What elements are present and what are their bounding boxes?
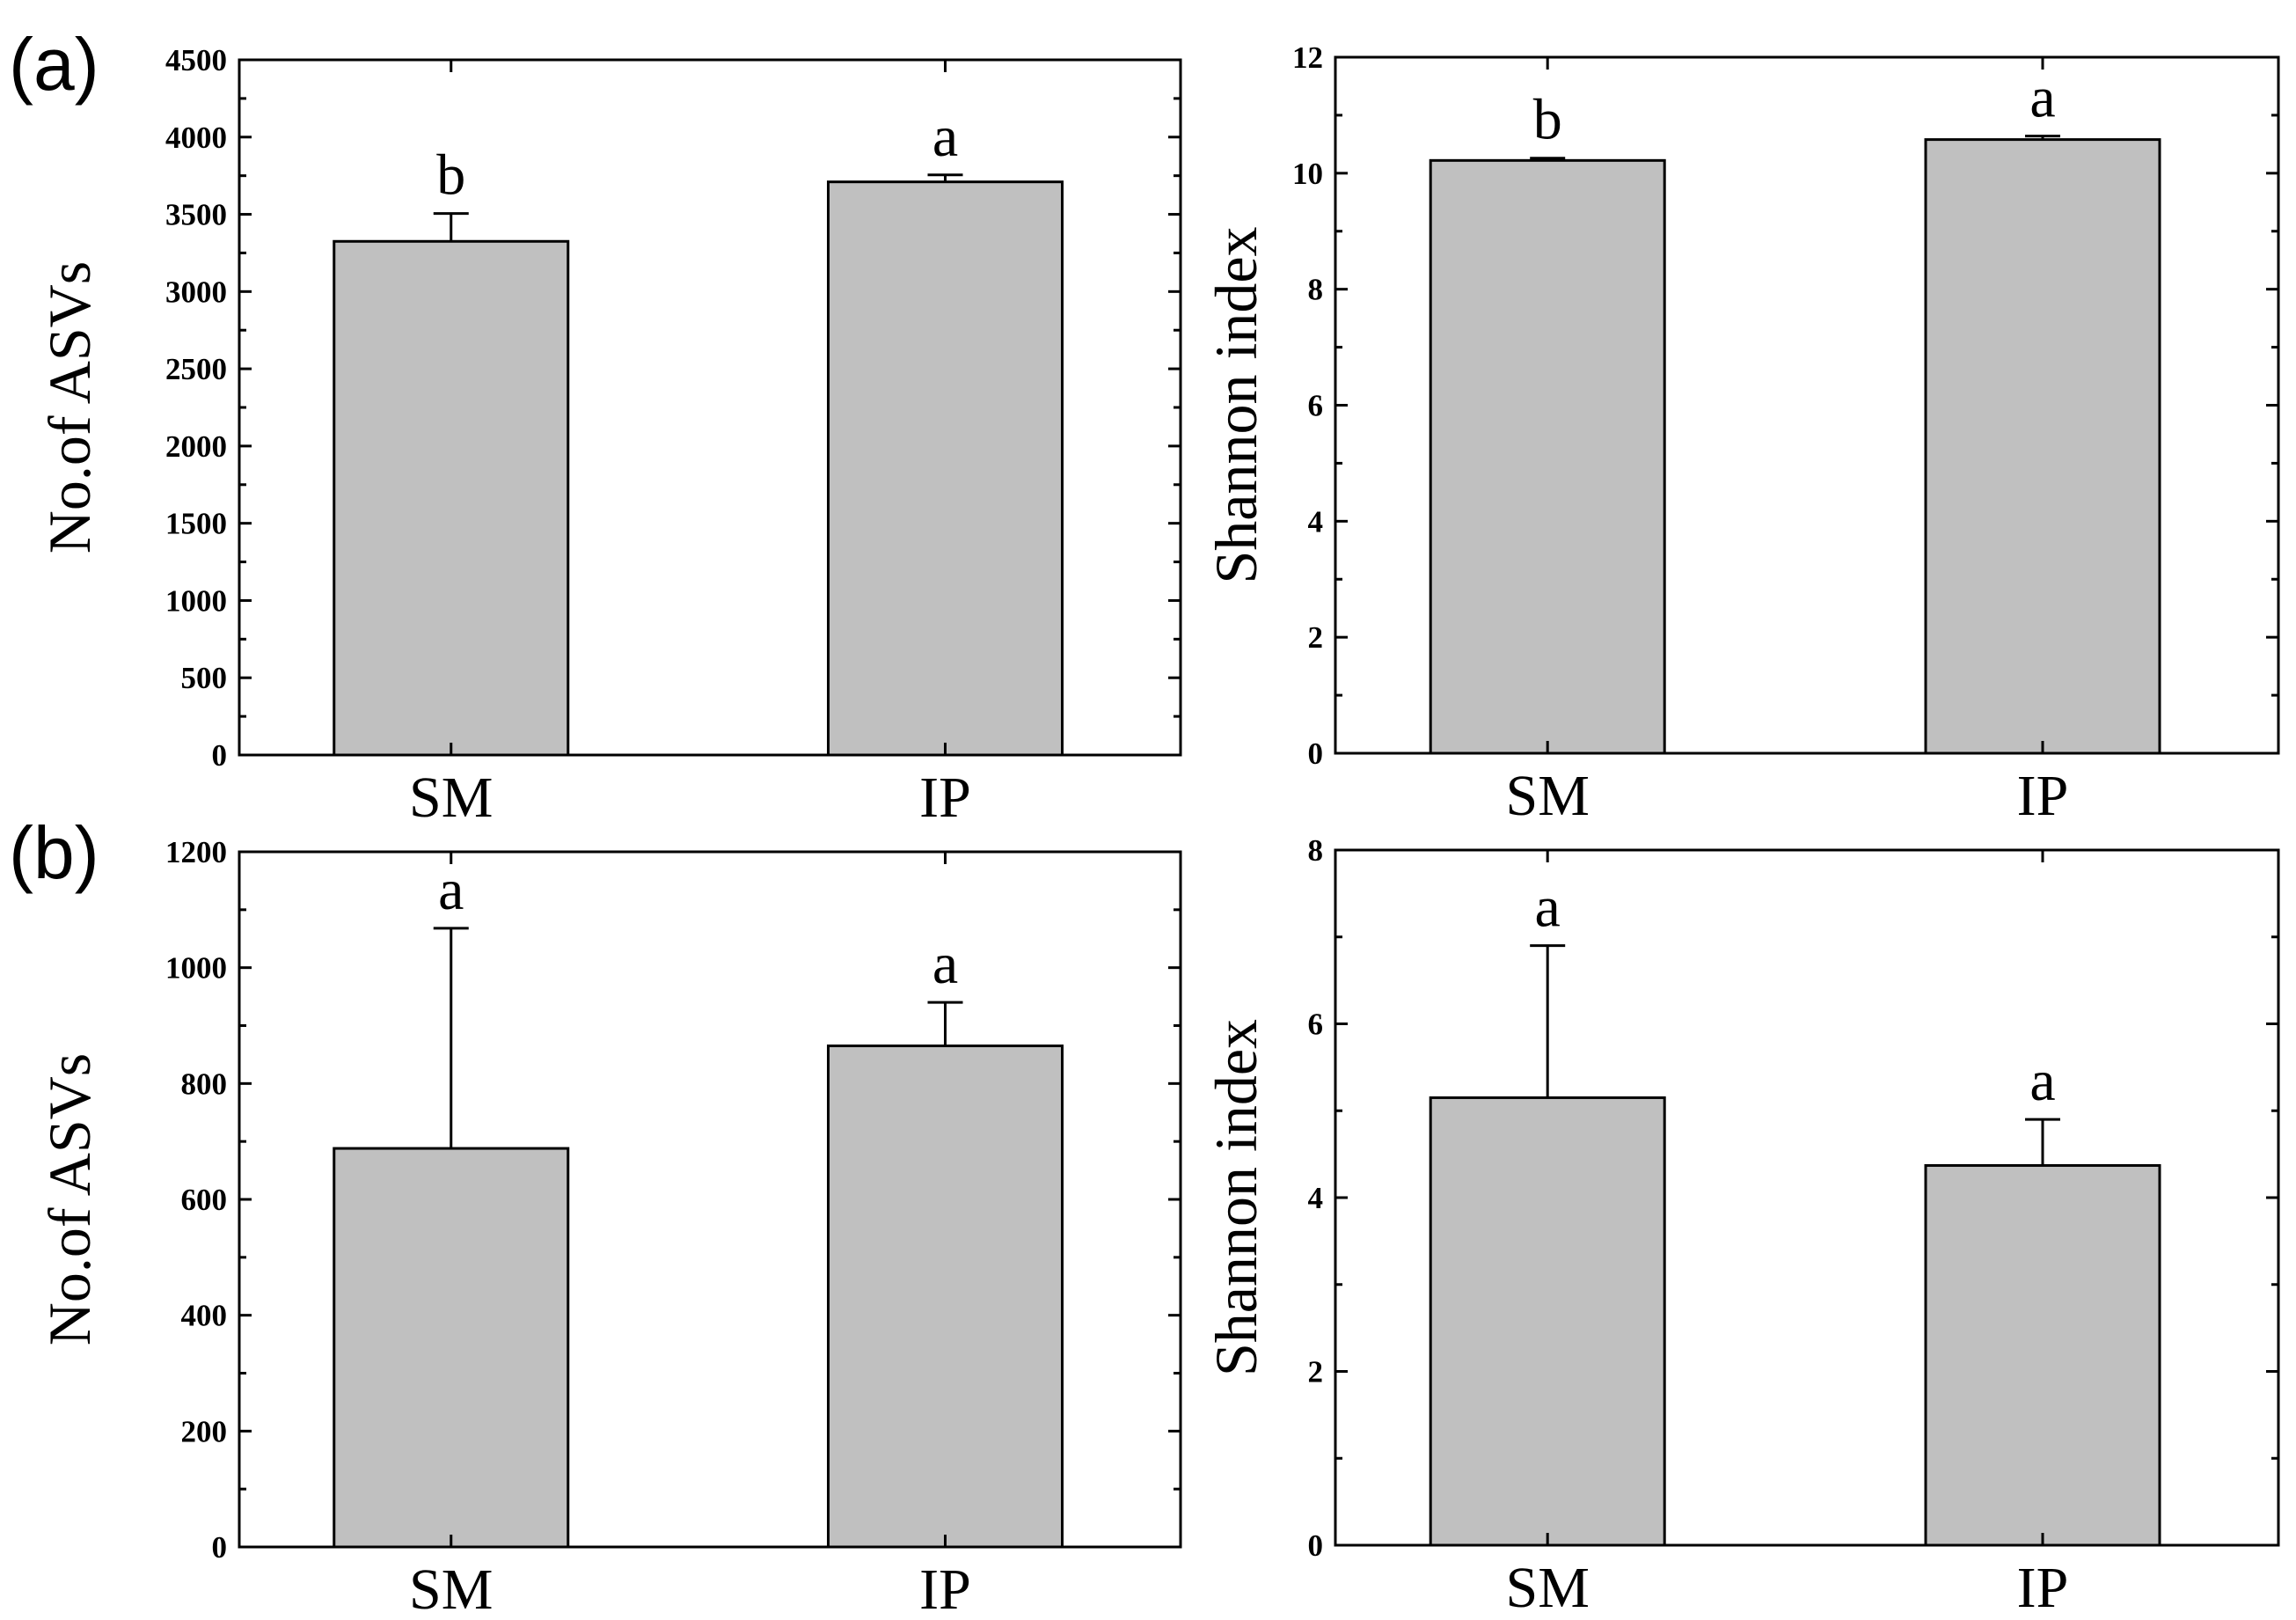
x-tick-label-sm: SM xyxy=(1506,764,1590,828)
y-tick-label: 0 xyxy=(1308,1528,1324,1563)
y-tick-label: 4 xyxy=(1308,1181,1324,1215)
y-tick-label: 500 xyxy=(181,661,228,695)
y-tick-label: 6 xyxy=(1308,1008,1324,1042)
x-tick-label-ip: IP xyxy=(2017,1556,2069,1620)
y-axis-title: No.of ASVs xyxy=(36,1053,103,1346)
significance-label-ip: a xyxy=(932,932,958,996)
bar-ip xyxy=(827,1045,1064,1549)
y-tick-label: 2000 xyxy=(165,429,227,464)
panel-label-a: (a) xyxy=(9,23,99,106)
y-tick-label: 4000 xyxy=(165,121,227,155)
x-tick-label-sm: SM xyxy=(409,1558,493,1620)
y-tick-label: 12 xyxy=(1292,40,1323,75)
y-tick-label: 4500 xyxy=(165,43,227,77)
significance-label-sm: b xyxy=(1533,88,1562,152)
x-tick-label-ip: IP xyxy=(919,766,971,830)
y-tick-label: 6 xyxy=(1308,389,1324,423)
y-tick-label: 400 xyxy=(181,1299,228,1333)
y-tick-label: 0 xyxy=(1308,737,1324,771)
y-tick-label: 2500 xyxy=(165,352,227,386)
plot-frame xyxy=(238,58,1182,757)
y-tick-label: 3000 xyxy=(165,275,227,309)
significance-label-ip: a xyxy=(932,105,958,169)
y-tick-label: 600 xyxy=(181,1183,228,1217)
y-tick-label: 1500 xyxy=(165,507,227,541)
significance-label-sm: a xyxy=(1535,876,1561,940)
y-axis-title: Shannon index xyxy=(1203,226,1269,583)
y-tick-label: 10 xyxy=(1292,157,1323,191)
y-tick-label: 2 xyxy=(1308,1355,1324,1389)
bar-ip xyxy=(1924,1163,2161,1547)
significance-label-ip: a xyxy=(2029,1049,2055,1113)
y-axis-title: No.of ASVs xyxy=(36,261,103,554)
y-tick-label: 0 xyxy=(212,738,228,773)
plot-frame xyxy=(1334,848,2280,1547)
significance-label-sm: b xyxy=(436,143,465,208)
y-tick-label: 3500 xyxy=(165,198,227,232)
y-tick-label: 8 xyxy=(1308,273,1324,307)
x-tick-label-sm: SM xyxy=(1506,1556,1590,1620)
plot-frame xyxy=(1334,55,2280,755)
y-tick-label: 1000 xyxy=(165,951,227,986)
bar-ip xyxy=(827,180,1064,757)
y-tick-label: 1200 xyxy=(165,835,227,869)
plot-frame xyxy=(238,850,1182,1549)
y-axis-title: Shannon index xyxy=(1203,1019,1269,1376)
significance-label-ip: a xyxy=(2029,66,2055,130)
bar-sm xyxy=(333,1147,570,1549)
significance-label-sm: a xyxy=(438,858,464,922)
bar-sm xyxy=(333,239,570,757)
x-tick-label-ip: IP xyxy=(2017,764,2069,828)
x-tick-label-ip: IP xyxy=(919,1558,971,1620)
y-tick-label: 1000 xyxy=(165,583,227,618)
x-tick-label-sm: SM xyxy=(409,766,493,830)
y-tick-label: 8 xyxy=(1308,833,1324,868)
y-tick-label: 0 xyxy=(212,1530,228,1565)
bar-sm xyxy=(1429,1096,1666,1547)
panel-label-b: (b) xyxy=(9,811,99,894)
y-tick-label: 4 xyxy=(1308,504,1324,539)
y-tick-label: 800 xyxy=(181,1067,228,1101)
bar-ip xyxy=(1924,138,2161,755)
bar-sm xyxy=(1429,158,1666,755)
y-tick-label: 2 xyxy=(1308,620,1324,655)
y-tick-label: 200 xyxy=(181,1414,228,1448)
